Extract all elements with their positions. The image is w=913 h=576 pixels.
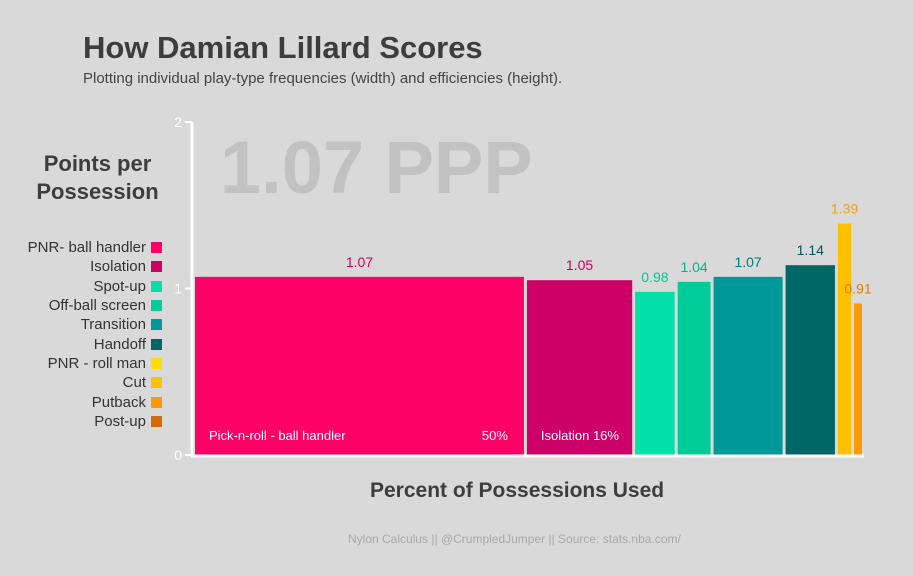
bar-0 <box>195 276 524 455</box>
legend-label: Spot-up <box>93 277 146 295</box>
legend-item: PNR- ball handler <box>10 238 162 257</box>
legend-swatch <box>151 357 162 369</box>
legend-swatch <box>151 338 162 350</box>
legend-label: Post-up <box>94 412 146 430</box>
chart-subtitle: Plotting individual play-type frequencie… <box>83 70 563 87</box>
bar-value-label: 1.04 <box>680 259 707 275</box>
bar-8 <box>854 303 862 455</box>
legend-item: Spot-up <box>10 277 162 296</box>
legend-swatch <box>151 396 162 408</box>
legend-item: Handoff <box>10 334 162 353</box>
bar-5 <box>785 265 835 455</box>
bar-value-label: 1.07 <box>734 254 761 270</box>
y-tick-label: 2 <box>174 114 182 130</box>
legend-swatch <box>151 377 162 389</box>
legend-item: PNR - roll man <box>10 354 162 373</box>
bar-value-label: 1.39 <box>831 201 858 217</box>
bar-1 <box>526 280 633 455</box>
legend-item: Isolation <box>10 257 162 276</box>
legend-label: Putback <box>91 393 146 411</box>
bar-share-label: 50% <box>482 428 508 443</box>
legend-label: Handoff <box>93 335 146 353</box>
big-ppp-annotation: 1.07 PPP <box>220 126 533 209</box>
legend-item: Cut <box>10 373 162 392</box>
legend-item: Transition <box>10 315 162 334</box>
legend-swatch <box>151 242 162 254</box>
legend-swatch <box>151 261 162 273</box>
bar-value-label: 0.98 <box>641 269 668 285</box>
legend-label: Transition <box>80 316 146 334</box>
bar-3 <box>677 281 711 455</box>
x-axis-label: Percent of Possessions Used <box>370 479 665 502</box>
bar-inner-label: Pick-n-roll - ball handler <box>209 428 346 443</box>
bar-inner-label: Isolation 16% <box>541 428 619 443</box>
legend-label: Isolation <box>90 258 146 276</box>
bar-7 <box>837 223 852 455</box>
legend-label: Cut <box>122 374 146 392</box>
bar-2 <box>635 291 675 455</box>
bar-value-label: 0.91 <box>844 280 871 296</box>
legend-item: Off-ball screen <box>10 296 162 315</box>
y-axis-label: Points per Possession <box>36 151 159 204</box>
chart-title: How Damian Lillard Scores <box>83 30 483 65</box>
bar-value-label: 1.05 <box>566 257 593 273</box>
legend-swatch <box>151 319 162 331</box>
legend-swatch <box>151 280 162 292</box>
legend-swatch <box>151 300 162 312</box>
y-tick-label: 1 <box>174 281 182 297</box>
legend-swatch <box>151 415 162 427</box>
bar-value-label: 1.07 <box>346 254 373 270</box>
bar-value-label: 1.14 <box>797 242 824 258</box>
bars-layer: 1.07 Pick-n-roll - ball handler 50% 1.05 Iso… <box>195 201 872 455</box>
legend-item: Post-up <box>10 412 162 431</box>
legend-label: Off-ball screen <box>48 297 146 315</box>
bar-4 <box>713 276 783 455</box>
legend: PNR- ball handler Isolation Spot-up Off-bal… <box>10 238 162 431</box>
y-tick-label: 0 <box>174 447 182 463</box>
legend-item: Putback <box>10 392 162 411</box>
legend-label: PNR - roll man <box>47 354 146 372</box>
source-credit: Nylon Calculus || @CrumpledJumper || Sou… <box>348 532 681 546</box>
legend-label: PNR- ball handler <box>27 239 146 257</box>
axes-layer: 0 1 2 <box>174 114 864 463</box>
